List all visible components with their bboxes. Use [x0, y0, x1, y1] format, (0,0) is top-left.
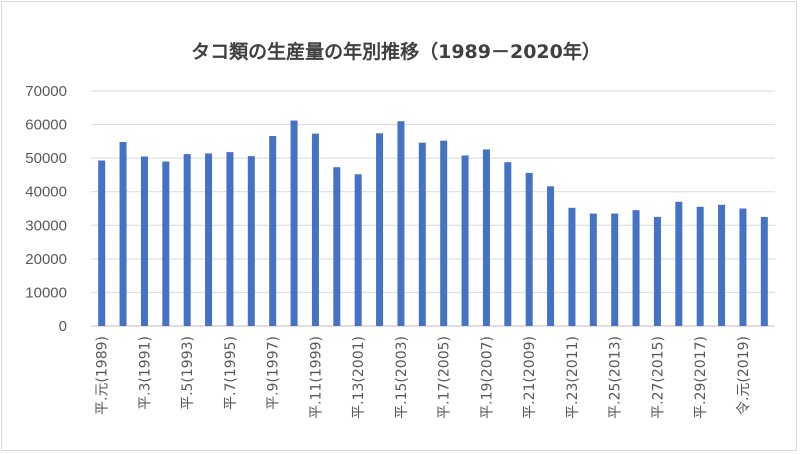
bar	[183, 154, 191, 326]
y-tick-label: 40000	[25, 184, 67, 201]
bar	[269, 135, 277, 326]
x-tick-label: 平.21(2009)	[522, 336, 538, 419]
bar	[718, 204, 726, 326]
bar	[675, 201, 683, 326]
bar	[739, 208, 747, 326]
y-tick-label: 0	[59, 318, 67, 335]
bar	[376, 133, 384, 326]
chart-title: タコ類の生産量の年別推移（1989－2020年）	[191, 40, 601, 63]
bar	[653, 216, 661, 326]
bar	[162, 161, 170, 326]
y-tick-label: 60000	[25, 117, 67, 134]
x-tick-label: 平.11(1999)	[308, 336, 324, 419]
x-axis: 平.元(1989) 平.3(1991) 平.5(1993) 平.7(1995) 平.9(…	[95, 336, 752, 419]
bar	[525, 172, 533, 326]
bar	[696, 206, 704, 326]
x-tick-label: 平.15(2003)	[394, 336, 410, 419]
bar	[354, 174, 362, 326]
x-tick-label: 平.5(1993)	[180, 336, 196, 410]
y-tick-label: 30000	[25, 217, 67, 234]
bar	[290, 120, 298, 326]
x-tick-label: 平.29(2017)	[693, 336, 709, 419]
x-tick-label: 平.25(2013)	[608, 336, 624, 419]
bar	[311, 133, 319, 326]
bar	[247, 156, 255, 326]
y-tick-label: 10000	[25, 284, 67, 301]
y-axis: 0 10000 20000 30000 40000 50000 60000 70000	[25, 83, 67, 335]
x-tick-label: 平.元(1989)	[95, 336, 111, 415]
x-tick-label: 平.13(2001)	[351, 336, 367, 419]
bar	[611, 213, 619, 326]
y-tick-label: 20000	[25, 251, 67, 268]
x-tick-label: 平.19(2007)	[479, 336, 495, 419]
bar	[205, 153, 213, 326]
x-tick-label: 平.9(1997)	[266, 336, 282, 410]
bar	[226, 152, 234, 326]
bar	[760, 216, 768, 326]
x-tick-label: 平.17(2005)	[437, 336, 453, 419]
bar	[98, 160, 106, 326]
bar	[418, 142, 426, 326]
bar	[632, 210, 640, 326]
x-tick-label: 平.7(1995)	[223, 336, 239, 410]
x-tick-label: 平.23(2011)	[565, 336, 581, 419]
gridlines	[91, 90, 775, 327]
x-tick-label: 平.3(1991)	[137, 336, 153, 410]
bar	[440, 140, 448, 326]
y-tick-label: 70000	[25, 83, 67, 100]
bar	[397, 121, 405, 327]
y-tick-label: 50000	[25, 150, 67, 167]
bar	[589, 213, 597, 326]
bar	[568, 207, 576, 326]
bar	[482, 149, 490, 326]
bar	[547, 186, 555, 326]
x-tick-label: 令.元(2019)	[736, 336, 752, 415]
bar	[119, 142, 127, 326]
bar	[140, 156, 148, 326]
bar	[461, 155, 469, 326]
bar	[333, 167, 341, 326]
bars	[98, 120, 768, 327]
bar	[504, 162, 512, 326]
x-tick-label: 平.27(2015)	[650, 336, 666, 419]
